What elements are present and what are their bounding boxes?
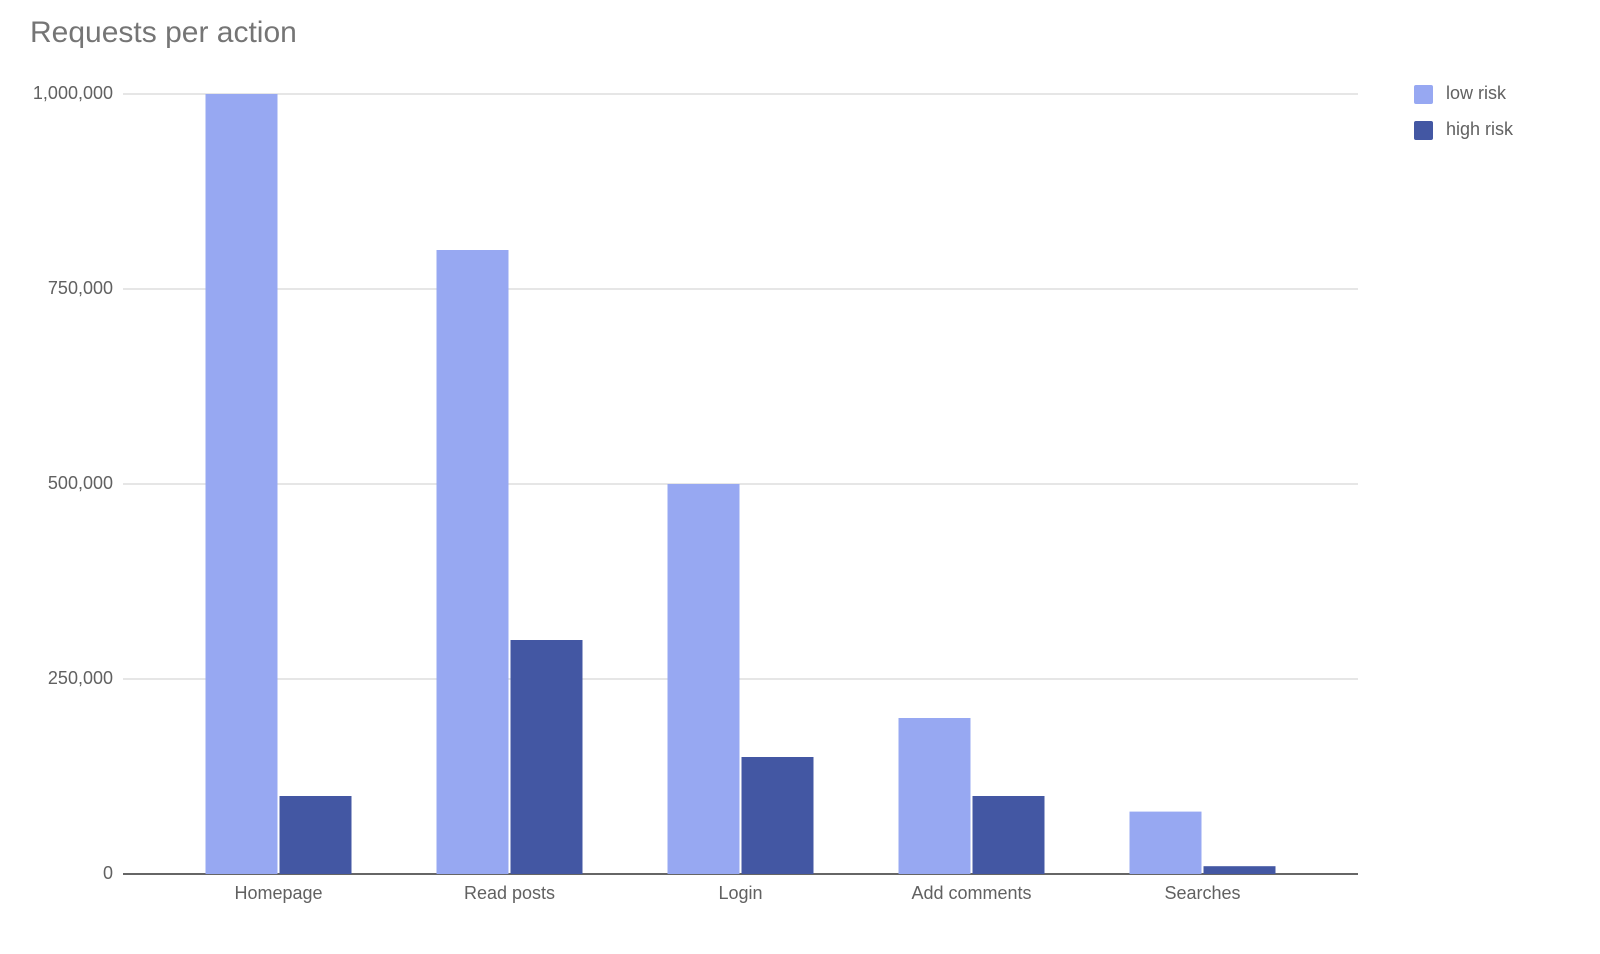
chart-title: Requests per action — [30, 16, 297, 49]
bar — [436, 250, 509, 874]
bar — [1203, 866, 1276, 874]
x-tick-label: Add comments — [911, 883, 1031, 903]
bar — [972, 796, 1045, 874]
x-tick-label: Searches — [1164, 883, 1240, 903]
x-tick-label: Read posts — [464, 883, 555, 903]
bar — [510, 640, 583, 874]
bar — [741, 757, 814, 874]
y-tick-label: 0 — [103, 863, 113, 883]
legend-swatch — [1414, 121, 1433, 140]
legend-swatch — [1414, 85, 1433, 104]
y-tick-label: 1,000,000 — [33, 83, 113, 103]
bar — [667, 484, 740, 874]
bar — [279, 796, 352, 874]
x-tick-label: Login — [718, 883, 762, 903]
legend-label: low risk — [1446, 83, 1507, 103]
bar — [898, 718, 971, 874]
y-tick-label: 500,000 — [48, 473, 113, 493]
y-tick-label: 750,000 — [48, 278, 113, 298]
x-tick-label: Homepage — [234, 883, 322, 903]
legend-label: high risk — [1446, 119, 1514, 139]
bar — [205, 94, 278, 874]
bar — [1129, 811, 1202, 874]
y-tick-label: 250,000 — [48, 668, 113, 688]
